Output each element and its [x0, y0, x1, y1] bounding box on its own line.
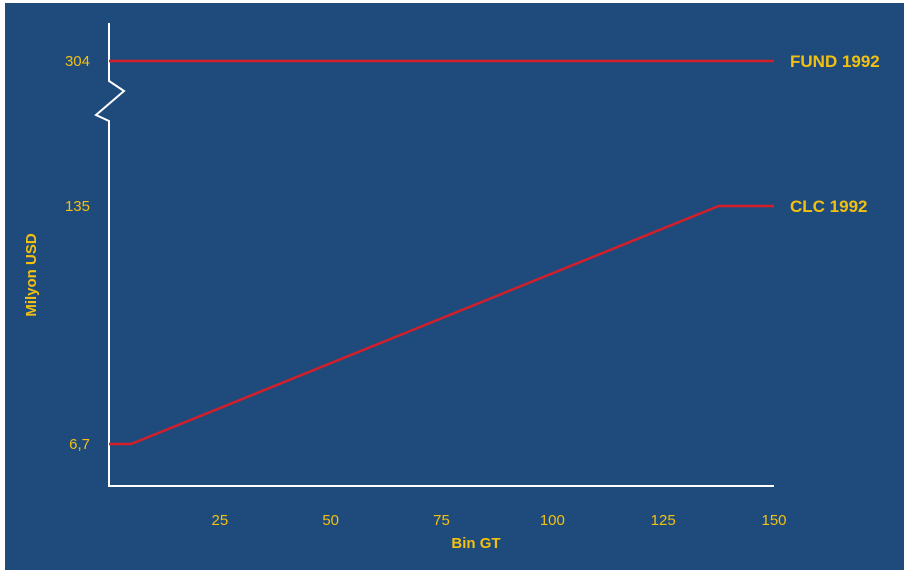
- x-tick-label: 150: [761, 512, 786, 529]
- x-tick-label: 100: [540, 512, 565, 529]
- y-tick-label: 304: [65, 53, 90, 70]
- x-tick-label: 125: [651, 512, 676, 529]
- axes: [94, 23, 774, 487]
- x-tick-label: 50: [322, 512, 339, 529]
- y-axis-title: Milyon USD: [23, 233, 40, 317]
- x-tick-label: 25: [211, 512, 228, 529]
- labels: FUND 1992 CLC 1992 25 50 75 100 125 150 6,7 135 30…: [23, 52, 880, 552]
- chart-canvas: FUND 1992 CLC 1992 25 50 75 100 125 150 6,7 135 30…: [23, 23, 880, 552]
- series-line-1: [109, 204, 774, 446]
- y-tick-label: 135: [65, 198, 90, 215]
- series-label-1: CLC 1992: [790, 197, 867, 216]
- x-axis-title: Bin GT: [451, 535, 500, 552]
- chart-panel: FUND 1992 CLC 1992 25 50 75 100 125 150 6,7 135 30…: [5, 3, 904, 570]
- y-axis-line: [94, 23, 126, 486]
- y-tick-label: 6,7: [69, 436, 90, 453]
- series-lines: [109, 59, 774, 446]
- series-label-0: FUND 1992: [790, 52, 880, 71]
- x-tick-label: 75: [433, 512, 450, 529]
